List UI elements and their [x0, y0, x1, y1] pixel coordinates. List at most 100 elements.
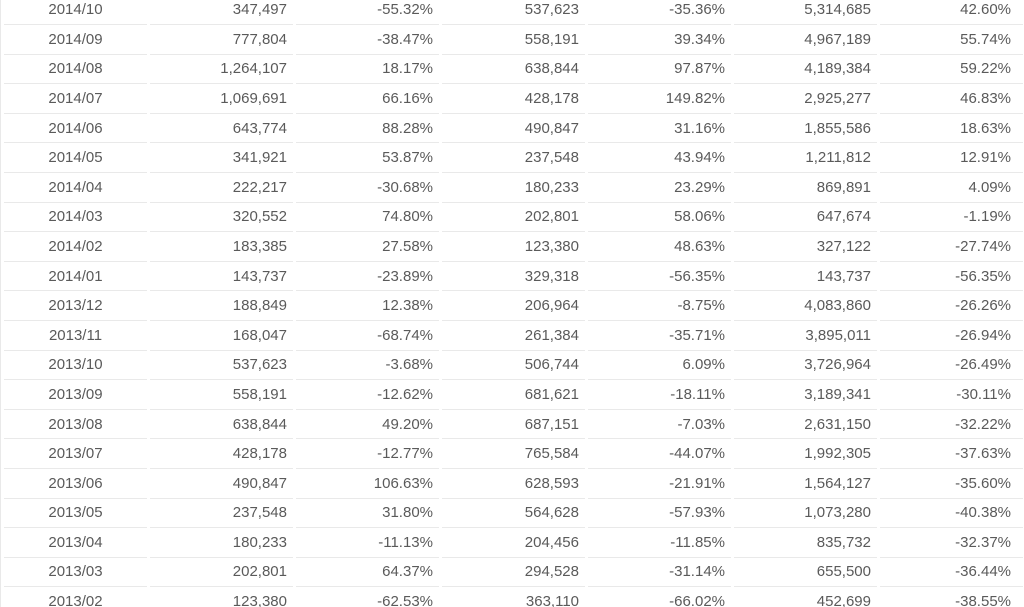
percent-cell: -38.55% — [880, 587, 1023, 607]
percent-cell: 39.34% — [588, 25, 731, 55]
percent-cell: -30.11% — [880, 380, 1023, 410]
value-cell: 643,774 — [150, 113, 293, 144]
percent-cell: 66.16% — [296, 84, 439, 114]
percent-cell: -35.60% — [880, 468, 1023, 499]
percent-cell: 31.16% — [588, 113, 731, 144]
value-cell: 506,744 — [442, 350, 585, 381]
month-cell: 2013/03 — [4, 557, 147, 588]
percent-cell: 46.83% — [880, 84, 1023, 114]
table-row: 2013/06 490,847 106.63% 628,593 -21.91% 1,564… — [4, 468, 1023, 499]
percent-cell: 43.94% — [588, 143, 731, 173]
value-cell: 869,891 — [734, 172, 877, 203]
month-cell: 2014/05 — [4, 143, 147, 173]
percent-cell: -18.11% — [588, 380, 731, 410]
value-cell: 294,528 — [442, 557, 585, 588]
value-cell: 180,233 — [150, 528, 293, 558]
percent-cell: 27.58% — [296, 232, 439, 262]
percent-cell: -35.36% — [588, 0, 731, 25]
percent-cell: 4.09% — [880, 172, 1023, 203]
table-row: 2013/08 638,844 49.20% 687,151 -7.03% 2,631,1… — [4, 409, 1023, 440]
value-cell: 681,621 — [442, 380, 585, 410]
percent-cell: -26.26% — [880, 291, 1023, 321]
value-cell: 202,801 — [442, 202, 585, 233]
month-cell: 2013/09 — [4, 380, 147, 410]
value-cell: 638,844 — [150, 409, 293, 440]
table-row: 2013/11 168,047 -68.74% 261,384 -35.71% 3,895… — [4, 320, 1023, 351]
percent-cell: -7.03% — [588, 409, 731, 440]
percent-cell: 106.63% — [296, 468, 439, 499]
value-cell: 1,855,586 — [734, 113, 877, 144]
value-cell: 188,849 — [150, 291, 293, 321]
value-cell: 1,564,127 — [734, 468, 877, 499]
value-cell: 143,737 — [150, 261, 293, 292]
month-cell: 2013/10 — [4, 350, 147, 381]
value-cell: 123,380 — [150, 587, 293, 607]
table-row: 2013/03 202,801 64.37% 294,528 -31.14% 655,50… — [4, 557, 1023, 588]
value-cell: 123,380 — [442, 232, 585, 262]
value-cell: 2,925,277 — [734, 84, 877, 114]
value-cell: 835,732 — [734, 528, 877, 558]
percent-cell: -56.35% — [880, 261, 1023, 292]
table-row: 2014/07 1,069,691 66.16% 428,178 149.82% 2,92… — [4, 84, 1023, 114]
table-row: 2013/09 558,191 -12.62% 681,621 -18.11% 3,189… — [4, 380, 1023, 410]
value-cell: 428,178 — [442, 84, 585, 114]
percent-cell: -21.91% — [588, 468, 731, 499]
percent-cell: 58.06% — [588, 202, 731, 233]
percent-cell: -26.94% — [880, 320, 1023, 351]
month-cell: 2014/06 — [4, 113, 147, 144]
percent-cell: -8.75% — [588, 291, 731, 321]
value-cell: 180,233 — [442, 172, 585, 203]
value-cell: 327,122 — [734, 232, 877, 262]
table-row: 2014/06 643,774 88.28% 490,847 31.16% 1,855,5… — [4, 113, 1023, 144]
table-row: 2013/10 537,623 -3.68% 506,744 6.09% 3,726,96… — [4, 350, 1023, 381]
month-cell: 2014/07 — [4, 84, 147, 114]
value-cell: 765,584 — [442, 439, 585, 469]
table-row: 2013/12 188,849 12.38% 206,964 -8.75% 4,083,8… — [4, 291, 1023, 321]
percent-cell: -56.35% — [588, 261, 731, 292]
percent-cell: 55.74% — [880, 25, 1023, 55]
value-cell: 4,189,384 — [734, 54, 877, 85]
value-cell: 237,548 — [442, 143, 585, 173]
percent-cell: -68.74% — [296, 320, 439, 351]
percent-cell: -11.13% — [296, 528, 439, 558]
percent-cell: 6.09% — [588, 350, 731, 381]
value-cell: 4,967,189 — [734, 25, 877, 55]
percent-cell: -32.22% — [880, 409, 1023, 440]
value-cell: 341,921 — [150, 143, 293, 173]
table-row: 2014/04 222,217 -30.68% 180,233 23.29% 869,89… — [4, 172, 1023, 203]
percent-cell: 42.60% — [880, 0, 1023, 25]
table-row: 2014/10 347,497 -55.32% 537,623 -35.36% 5,314… — [4, 0, 1023, 25]
percent-cell: -1.19% — [880, 202, 1023, 233]
percent-cell: -27.74% — [880, 232, 1023, 262]
percent-cell: 97.87% — [588, 54, 731, 85]
table-row: 2013/07 428,178 -12.77% 765,584 -44.07% 1,992… — [4, 439, 1023, 469]
month-cell: 2014/04 — [4, 172, 147, 203]
value-cell: 2,631,150 — [734, 409, 877, 440]
month-cell: 2014/01 — [4, 261, 147, 292]
percent-cell: 49.20% — [296, 409, 439, 440]
month-cell: 2013/02 — [4, 587, 147, 607]
value-cell: 638,844 — [442, 54, 585, 85]
value-cell: 1,073,280 — [734, 498, 877, 529]
value-cell: 329,318 — [442, 261, 585, 292]
value-cell: 1,264,107 — [150, 54, 293, 85]
month-cell: 2013/05 — [4, 498, 147, 529]
value-cell: 647,674 — [734, 202, 877, 233]
value-cell: 777,804 — [150, 25, 293, 55]
value-cell: 537,623 — [442, 0, 585, 25]
value-cell: 222,217 — [150, 172, 293, 203]
value-cell: 206,964 — [442, 291, 585, 321]
percent-cell: 18.63% — [880, 113, 1023, 144]
table-row: 2014/05 341,921 53.87% 237,548 43.94% 1,211,8… — [4, 143, 1023, 173]
percent-cell: 31.80% — [296, 498, 439, 529]
percent-cell: -26.49% — [880, 350, 1023, 381]
percent-cell: 74.80% — [296, 202, 439, 233]
value-cell: 452,699 — [734, 587, 877, 607]
month-cell: 2014/08 — [4, 54, 147, 85]
month-cell: 2014/02 — [4, 232, 147, 262]
month-cell: 2013/11 — [4, 320, 147, 351]
percent-cell: 12.91% — [880, 143, 1023, 173]
table-row: 2013/05 237,548 31.80% 564,628 -57.93% 1,073,… — [4, 498, 1023, 529]
percent-cell: 149.82% — [588, 84, 731, 114]
